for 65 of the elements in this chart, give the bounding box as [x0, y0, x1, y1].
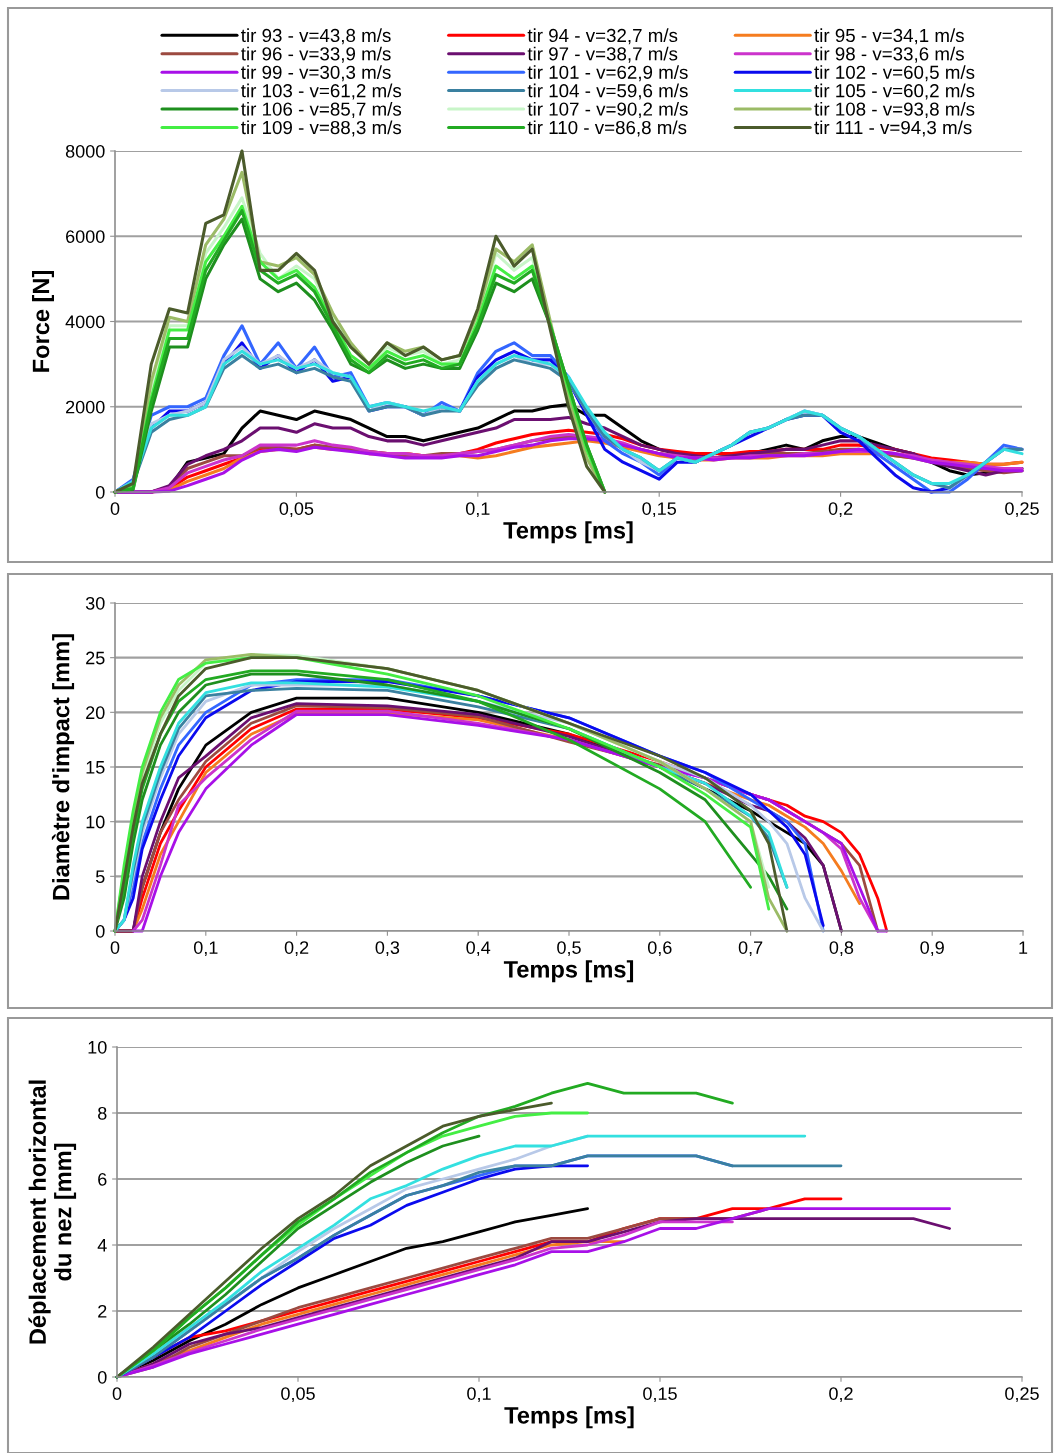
- x-axis-title: Temps [ms]: [503, 960, 634, 983]
- legend-label: tir 99 - v=30,3 m/s: [241, 65, 391, 82]
- legend-label: tir 95 - v=34,1 m/s: [814, 28, 964, 45]
- y-tick-label: 20: [86, 706, 105, 720]
- x-tick-label: 0,6: [647, 941, 672, 957]
- legend-label: tir 104 - v=59,6 m/s: [527, 83, 688, 100]
- y-tick-label: 4: [97, 1239, 107, 1252]
- y-tick-label: 0: [97, 1370, 107, 1384]
- y-tick-label: 8000: [65, 144, 105, 158]
- x-tick-label: 0,05: [279, 502, 314, 518]
- x-tick-label: 0,8: [829, 941, 854, 957]
- y-axis-title: Déplacement horizontal du nez [mm]: [28, 1080, 77, 1344]
- y-tick-label: 6000: [66, 230, 105, 243]
- y-tick-label: 10: [88, 1040, 107, 1054]
- x-tick-label: 0,2: [284, 941, 309, 957]
- y-tick-label: 6: [98, 1172, 107, 1186]
- x-tick-label: 0,3: [375, 941, 400, 957]
- x-axis-title: Temps [ms]: [504, 1406, 634, 1429]
- y-tick-label: 4000: [65, 315, 105, 329]
- x-tick-label: 0,1: [465, 502, 490, 518]
- x-tick-label: 0,15: [643, 1387, 677, 1403]
- y-tick-label: 25: [86, 651, 105, 665]
- x-tick-label: 0,5: [557, 941, 581, 957]
- legend-label: tir 102 - v=60,5 m/s: [814, 65, 975, 82]
- legend-label: tir 107 - v=90,2 m/s: [527, 101, 688, 118]
- legend-label: tir 108 - v=93,8 m/s: [814, 101, 975, 118]
- legend-label: tir 94 - v=32,7 m/s: [527, 28, 678, 45]
- legend-label: tir 109 - v=88,3 m/s: [241, 120, 402, 137]
- x-tick-label: 0,15: [642, 502, 677, 518]
- x-tick-label: 0,9: [920, 941, 944, 957]
- y-axis-title: Diamètre d'impact [mm]: [51, 634, 75, 900]
- x-tick-label: 0,25: [1005, 502, 1039, 518]
- y-tick-label: 2: [98, 1304, 107, 1318]
- legend-label: tir 105 - v=60,2 m/s: [814, 83, 975, 100]
- x-tick-label: 0,1: [193, 941, 218, 957]
- x-tick-label: 0,7: [738, 941, 763, 957]
- x-tick-label: 0: [112, 1387, 122, 1400]
- y-tick-label: 0: [95, 485, 105, 499]
- legend-label: tir 111 - v=94,3 m/s: [814, 120, 972, 137]
- legend-label: tir 97 - v=38,7 m/s: [527, 46, 678, 63]
- legend-label: tir 106 - v=85,7 m/s: [241, 101, 402, 118]
- legend-label: tir 98 - v=33,6 m/s: [814, 46, 964, 63]
- x-tick-label: 0: [110, 502, 120, 515]
- y-tick-label: 10: [86, 815, 105, 829]
- y-tick-label: 0: [95, 924, 105, 938]
- x-tick-label: 0,1: [467, 1387, 491, 1403]
- x-axis-title: Temps [ms]: [503, 521, 633, 544]
- y-tick-label: 30: [85, 596, 105, 610]
- legend-label: tir 110 - v=86,8 m/s: [527, 120, 687, 137]
- y-tick-label: 15: [86, 761, 105, 774]
- legend-label: tir 101 - v=62,9 m/s: [527, 65, 688, 82]
- y-tick-label: 5: [95, 870, 105, 884]
- legend-label: tir 96 - v=33,9 m/s: [241, 46, 391, 63]
- legend-label: tir 93 - v=43,8 m/s: [241, 28, 391, 45]
- y-tick-label: 2000: [66, 400, 105, 414]
- x-tick-label: 0,25: [1005, 1387, 1039, 1403]
- x-tick-label: 0,2: [828, 502, 853, 518]
- y-tick-label: 8: [98, 1106, 107, 1120]
- x-tick-label: 1: [1019, 941, 1028, 954]
- x-tick-label: 0,4: [466, 941, 491, 957]
- legend-label: tir 103 - v=61,2 m/s: [241, 83, 402, 100]
- y-axis-title: Force [N]: [31, 271, 54, 372]
- x-tick-label: 0: [110, 941, 120, 954]
- x-tick-label: 0,05: [281, 1387, 315, 1403]
- x-tick-label: 0,2: [829, 1387, 853, 1403]
